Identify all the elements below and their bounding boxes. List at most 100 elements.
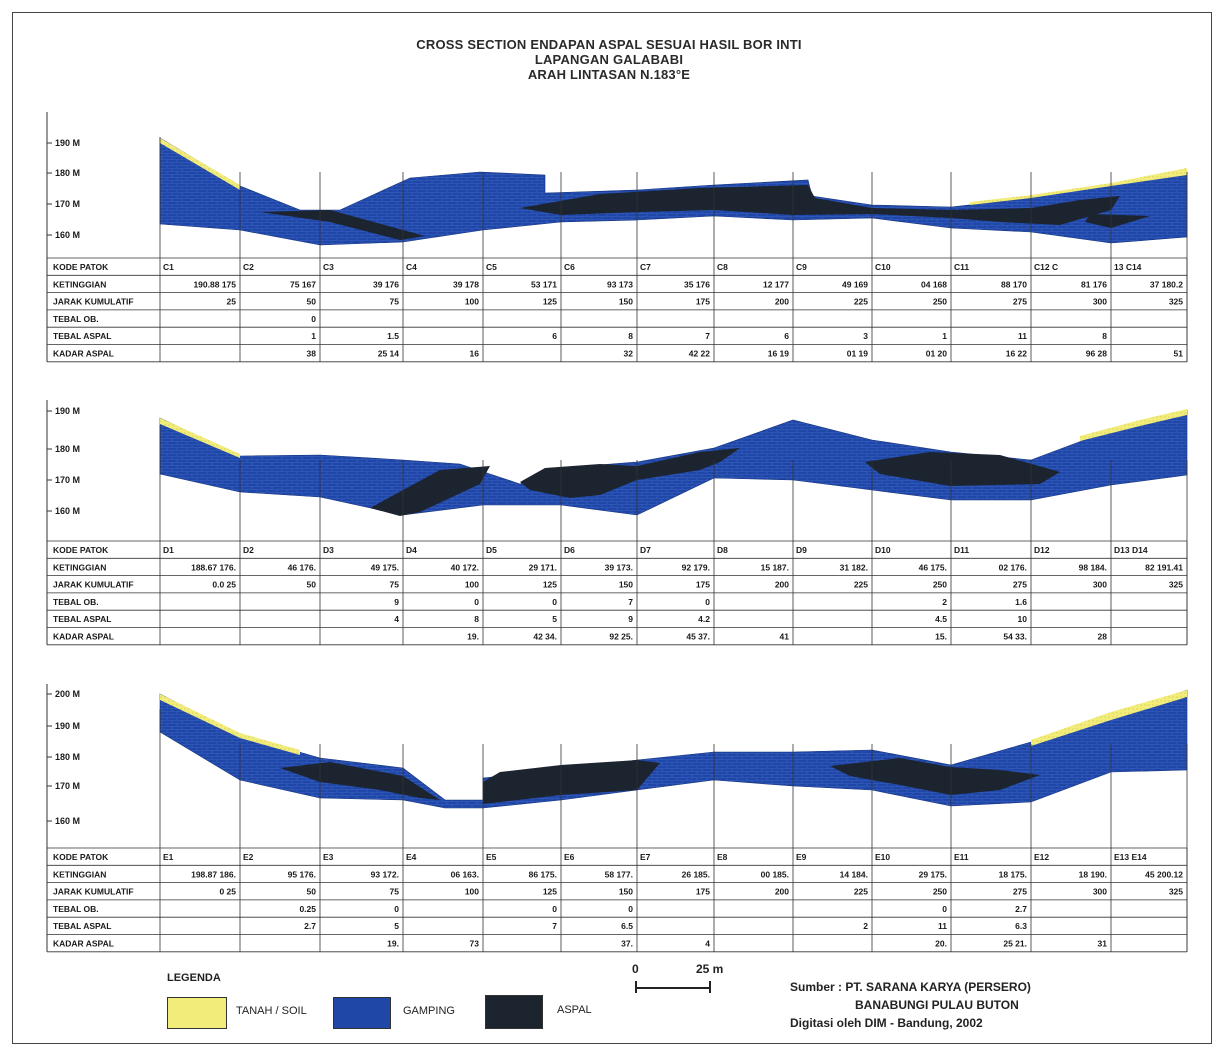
panel-2-cell: 82 191.41 xyxy=(1145,562,1183,572)
panel-2-cell: 7 xyxy=(628,597,633,607)
panel-1-cell: C9 xyxy=(796,262,807,272)
panel-2-asphalt-body xyxy=(370,466,490,516)
panel-3-row-label: TEBAL ASPAL xyxy=(53,921,111,931)
title-line-3: ARAH LINTASAN N.183°E xyxy=(527,67,691,82)
panel-1-cell: 39 176 xyxy=(373,279,399,289)
panel-3-soil-left xyxy=(160,694,300,755)
panel-2-cell: 1.6 xyxy=(1015,597,1027,607)
panel-1-cell: 51 xyxy=(1174,349,1184,359)
panel-1-cell: 53 171 xyxy=(531,279,557,289)
panel-3-cell: 50 xyxy=(307,887,317,897)
panel-3-cell: 73 xyxy=(470,939,480,949)
panel-2-cell: 325 xyxy=(1169,580,1183,590)
scale-bar xyxy=(635,987,711,989)
panel-1-row-label: KETINGGIAN xyxy=(53,279,106,289)
panel-1-cell: C4 xyxy=(406,262,417,272)
panel-2-row-label: TEBAL ASPAL xyxy=(53,614,111,624)
panel-3-row-label: KADAR ASPAL xyxy=(53,939,114,949)
panel-3-cell: 125 xyxy=(543,887,557,897)
scale-bar-right-tick xyxy=(709,981,711,993)
panel-3-row-label: JARAK KUMULATIF xyxy=(53,887,134,897)
panel-2-row-label: KETINGGIAN xyxy=(53,562,106,572)
panel-1-row-label: TEBAL ASPAL xyxy=(53,331,111,341)
panel-3-y-tick-label: 160 M xyxy=(55,816,80,826)
panel-3-cell: 250 xyxy=(933,887,947,897)
panel-1-cell: 75 167 xyxy=(290,279,316,289)
panel-2-soil-left xyxy=(160,418,240,458)
legend-title: LEGENDA xyxy=(167,972,221,984)
panel-2-cell: D13 D14 xyxy=(1114,545,1148,555)
panel-3-cell: 93 172. xyxy=(371,869,399,879)
limestone-swatch xyxy=(333,997,391,1029)
panel-1-y-tick-label: 170 M xyxy=(55,199,80,209)
panel-2-y-tick-label: 170 M xyxy=(55,475,80,485)
panel-3-cell: 06 163. xyxy=(451,869,479,879)
panel-2-cell: 0 xyxy=(474,597,479,607)
panel-3-row-label: KETINGGIAN xyxy=(53,869,106,879)
panel-2-cell: 0 xyxy=(705,597,710,607)
panel-1-asphalt-body xyxy=(1085,214,1150,228)
panel-2-cell: D7 xyxy=(640,545,651,555)
panel-3-cell: E8 xyxy=(717,852,728,862)
panel-1-cell: 1 xyxy=(311,331,316,341)
panel-3-cell: 325 xyxy=(1169,887,1183,897)
title-line-1: CROSS SECTION ENDAPAN ASPAL SESUAI HASIL… xyxy=(416,37,802,52)
panel-3-cell: 25 21. xyxy=(1003,939,1027,949)
panel-1-cell: C5 xyxy=(486,262,497,272)
panel-3-cell: E9 xyxy=(796,852,807,862)
panel-2-cell: 9 xyxy=(394,597,399,607)
panel-3-cell: 11 xyxy=(938,921,947,931)
panel-3-cell: E3 xyxy=(323,852,334,862)
scale-bar-left-tick xyxy=(635,981,637,993)
panel-1-cell: 39 178 xyxy=(453,279,479,289)
panel-1-cell: 7 xyxy=(705,331,710,341)
panel-3-cell: 150 xyxy=(619,887,633,897)
panel-1-cell: 100 xyxy=(465,297,479,307)
panel-2-cell: 50 xyxy=(307,580,317,590)
panel-3-cell: 0 25 xyxy=(219,887,236,897)
panel-2-cell: 9 xyxy=(628,614,633,624)
panel-3-limestone xyxy=(159,689,1188,809)
panel-3-cell: 6.3 xyxy=(1015,921,1027,931)
panel-3-y-tick-label: 190 M xyxy=(55,721,80,731)
panel-1-row-label: TEBAL OB. xyxy=(53,314,99,324)
panel-3-cell: 31 xyxy=(1098,939,1108,949)
panel-2-cell: 98 184. xyxy=(1079,562,1107,572)
panel-3-cell: 00 185. xyxy=(761,869,789,879)
panel-3-cell: 0.25 xyxy=(299,904,316,914)
panel-1-cell: C7 xyxy=(640,262,651,272)
panel-3-asphalt-body xyxy=(830,758,1040,795)
panel-2-cell: 250 xyxy=(933,580,947,590)
source-line-2: BANABUNGI PULAU BUTON xyxy=(855,998,1019,1012)
panel-2-cell: 100 xyxy=(465,580,479,590)
panel-1-cell: 13 C14 xyxy=(1114,262,1142,272)
panel-2-cell: 54 33. xyxy=(1003,632,1027,642)
panel-1-soil-right xyxy=(970,168,1187,205)
soil-swatch xyxy=(167,997,227,1029)
panel-2-cell: 29 171. xyxy=(529,562,557,572)
panel-1-y-tick-label: 180 M xyxy=(55,168,80,178)
panel-3-cell: 300 xyxy=(1093,887,1107,897)
panel-2-cell: 4 xyxy=(394,614,399,624)
panel-2-asphalt-body xyxy=(925,462,975,470)
panel-1-cell: 6 xyxy=(784,331,789,341)
panel-1-cell: 250 xyxy=(933,297,947,307)
source-line-3: Digitasi oleh DIM - Bandung, 2002 xyxy=(790,1016,983,1030)
panel-2-cell: 5 xyxy=(552,614,557,624)
panel-3-cell: 175 xyxy=(696,887,710,897)
panel-1-cell: C8 xyxy=(717,262,728,272)
panel-1-cell: C10 xyxy=(875,262,891,272)
panel-1-cell: 11 xyxy=(1018,331,1027,341)
panel-1-cell: 8 xyxy=(628,331,633,341)
panel-3-cell: E12 xyxy=(1034,852,1049,862)
panel-2-y-tick-label: 160 M xyxy=(55,506,80,516)
panel-3-cell: 45 200.12 xyxy=(1145,869,1183,879)
panel-2-cell: 150 xyxy=(619,580,633,590)
panel-2-cell: 0 xyxy=(552,597,557,607)
panel-2-cell: 02 176. xyxy=(999,562,1027,572)
panel-2-cell: 28 xyxy=(1098,632,1108,642)
panel-1-cell: 88 170 xyxy=(1001,279,1027,289)
panel-1-cell: 25 14 xyxy=(378,349,400,359)
panel-1-cell: 1 xyxy=(942,331,947,341)
